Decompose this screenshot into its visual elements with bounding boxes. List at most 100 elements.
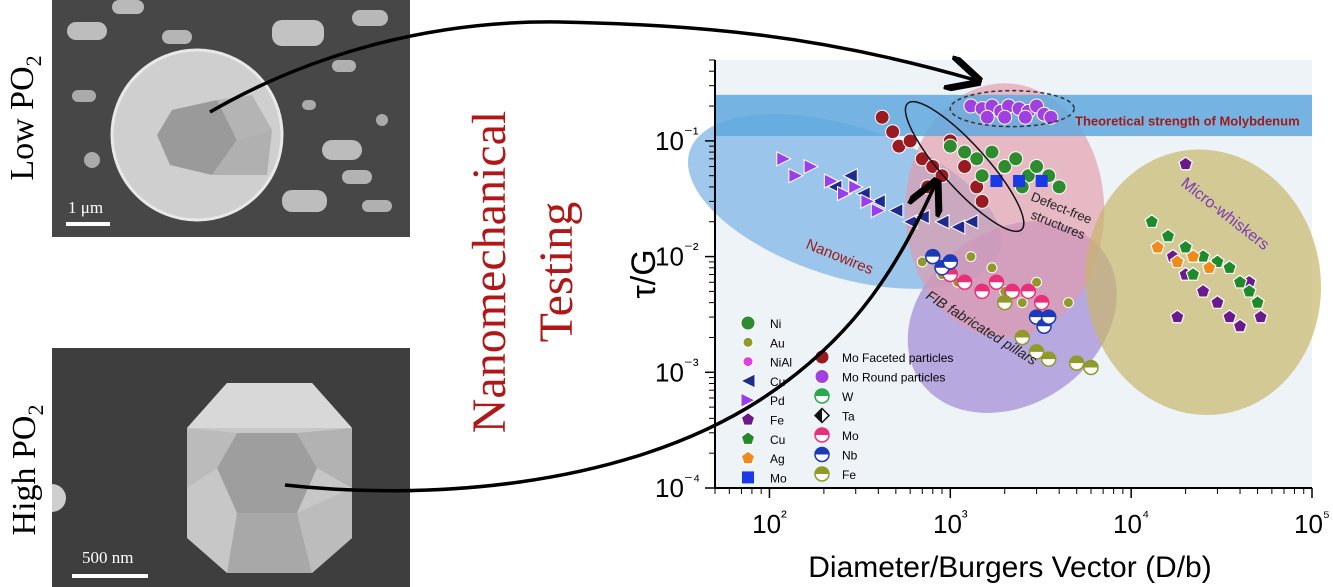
data-point-0-12 [1043, 109, 1059, 125]
data-point-3-4 [887, 202, 904, 219]
data-point-9-8 [1253, 309, 1269, 324]
legend-right-label-4: Mo [842, 429, 859, 443]
data-point-1-8 [957, 159, 973, 175]
marker-triangle [740, 392, 757, 409]
marker-half-fill [1041, 310, 1056, 318]
data-point-6-4 [1004, 283, 1020, 300]
marker-circle [1043, 109, 1059, 125]
data-point-1-1 [885, 124, 901, 140]
data-point-2-11 [1051, 179, 1067, 195]
data-point-9-4 [1222, 309, 1237, 324]
marker-pentagon [1210, 294, 1225, 309]
data-point-5-3 [965, 251, 977, 263]
legend-left-marker-5 [740, 411, 756, 426]
marker-circle [957, 159, 973, 175]
data-point-6-2 [974, 283, 990, 300]
data-point-3-8 [949, 219, 966, 235]
data-point-9-7 [1169, 309, 1185, 324]
marker-pentagon [1232, 274, 1248, 289]
data-point-10-5 [1222, 260, 1237, 275]
marker-circle [997, 159, 1013, 175]
data-point-11-0 [1150, 239, 1165, 254]
data-point-0-11 [1017, 109, 1033, 125]
marker-pentagon [740, 411, 756, 426]
data-point-4-2 [803, 158, 820, 175]
marker-square [990, 175, 1003, 188]
legend-right-marker-3 [813, 407, 831, 424]
data-point-9-5 [1232, 318, 1248, 333]
marker-half-fill [815, 428, 829, 435]
data-point-8-0 [996, 294, 1013, 311]
arrow-high-po2 [284, 185, 935, 493]
marker-circle [1008, 151, 1024, 167]
legend-left-label-8: Mo [770, 471, 787, 485]
marker-triangle [836, 185, 853, 202]
data-point-10-7 [1241, 283, 1257, 298]
data-point-2-3 [984, 144, 1000, 160]
legend-left-marker-1 [742, 336, 754, 348]
marker-circle [885, 124, 901, 140]
data-point-4-3 [823, 173, 840, 189]
scale-bar-high [72, 574, 148, 578]
x-axis-label: Diameter/Burgers Vector (D/b) [808, 551, 1211, 584]
marker-circle [1051, 179, 1067, 195]
marker-half-fill [1015, 330, 1030, 338]
data-point-6-3 [988, 274, 1005, 291]
data-point-4-0 [776, 150, 792, 167]
marker-circle [965, 251, 977, 263]
marker-triangle [933, 213, 950, 230]
marker-pentagon [1232, 318, 1248, 333]
marker-triangle [848, 179, 864, 195]
marker-square [1013, 175, 1026, 188]
marker-circle [969, 151, 985, 167]
marker-triangle [870, 193, 886, 210]
legend-left-label-5: Fe [770, 414, 784, 428]
legend-right-label-5: Nb [842, 449, 858, 463]
legend-left-marker-3 [739, 373, 756, 389]
data-point-5-7 [1031, 276, 1043, 288]
marker-pentagon [1253, 309, 1269, 324]
marker-pentagon [1169, 309, 1185, 324]
legend-right-label-0: Mo Faceted particles [842, 351, 953, 365]
marker-pentagon [1178, 156, 1193, 171]
data-point-12-2 [1035, 175, 1048, 188]
marker-pentagon [1250, 294, 1265, 309]
data-point-2-9 [974, 168, 990, 184]
data-point-5-4 [986, 262, 998, 274]
scale-label-low: 1 μm [68, 198, 104, 217]
marker-half-fill [943, 254, 958, 262]
marker-triangle [949, 219, 966, 235]
legend-right-marker-6 [814, 466, 830, 482]
marker-triangle [962, 213, 979, 230]
marker-circle [1031, 276, 1043, 288]
marker-half-fill [1021, 284, 1036, 292]
marker-pentagon [740, 431, 756, 446]
x-tick-label: 10³ [933, 507, 968, 539]
legend-right-marker-1 [814, 369, 830, 384]
data-point-2-1 [957, 144, 973, 160]
marker-circle [1016, 297, 1028, 309]
data-point-1-0 [874, 109, 890, 125]
data-point-3-7 [933, 213, 950, 230]
marker-triangle [803, 158, 820, 175]
data-point-7-2 [942, 254, 959, 270]
data-point-4-5 [848, 179, 864, 195]
marker-circle [814, 369, 830, 384]
legend-left-label-2: NiAl [770, 356, 792, 370]
region-micro-whiskers [1085, 149, 1321, 416]
marker-half-fill [975, 284, 990, 292]
marker-half-fill [989, 275, 1004, 283]
marker-half-fill [1084, 360, 1099, 368]
y-tick-label: 10⁻³ [655, 355, 699, 387]
legend-left-marker-0 [740, 315, 756, 331]
marker-triangle [842, 167, 858, 184]
band-label: Theoretical strength of Molybdenum [1075, 114, 1300, 129]
marker-half-fill [1029, 310, 1044, 318]
data-point-2-7 [1029, 159, 1045, 175]
data-point-3-3 [870, 193, 886, 210]
arrow-low-po2 [209, 20, 975, 114]
data-point-6-6 [1033, 294, 1050, 311]
marker-square [1035, 175, 1048, 188]
data-point-2-4 [997, 159, 1013, 175]
data-point-6-5 [1020, 283, 1037, 300]
